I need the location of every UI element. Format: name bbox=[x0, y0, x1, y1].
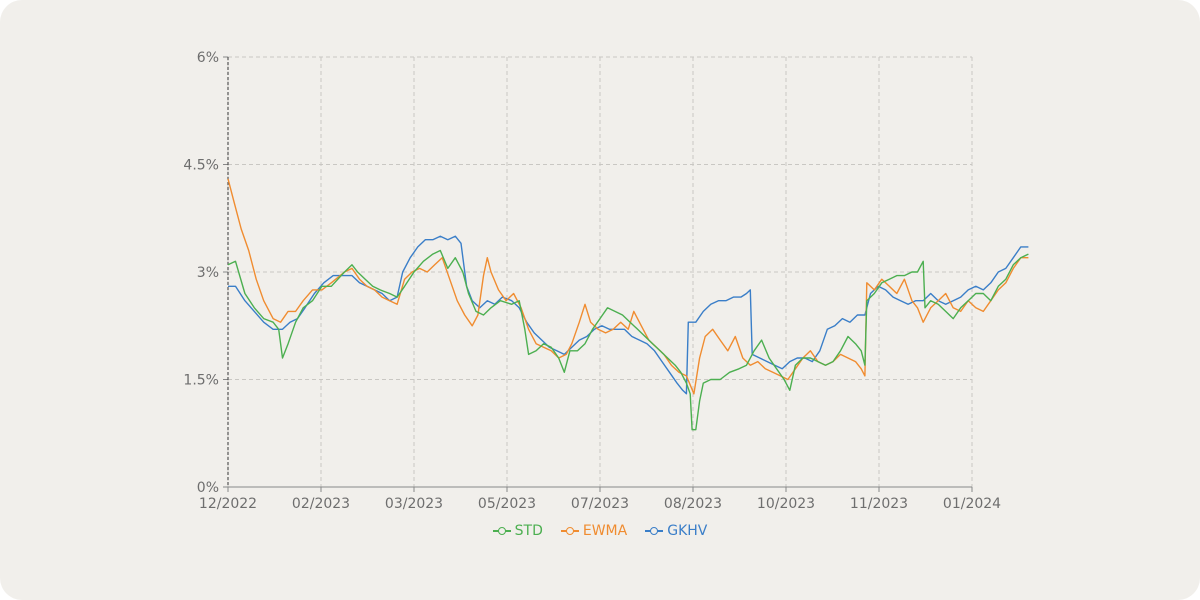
series-line-ewma bbox=[227, 178, 1029, 395]
y-tick-label: 6% bbox=[197, 50, 219, 66]
legend-marker-std bbox=[492, 526, 511, 536]
legend-label-ewma: EWMA bbox=[582, 523, 628, 539]
legend-item-std[interactable]: STD bbox=[492, 523, 543, 539]
grid bbox=[227, 56, 973, 488]
y-tick-label: 0% bbox=[197, 480, 219, 496]
x-tick-label: 05/2023 bbox=[478, 496, 536, 512]
series-lines bbox=[227, 178, 1029, 431]
x-tick-label: 07/2023 bbox=[571, 496, 629, 512]
y-tick-label: 4.5% bbox=[183, 158, 219, 174]
x-tick-label: 12/2022 bbox=[199, 496, 257, 512]
legend-marker-gkhv bbox=[645, 526, 664, 536]
y-tick-label: 1.5% bbox=[183, 373, 219, 389]
legend-item-gkhv[interactable]: GKHV bbox=[645, 523, 707, 539]
legend: STD EWMA GKHV bbox=[0, 523, 1200, 539]
x-tick-label: 10/2023 bbox=[757, 496, 815, 512]
x-tick-label: 08/2023 bbox=[664, 496, 722, 512]
y-tick-label: 3% bbox=[197, 265, 219, 281]
x-tick-label: 11/2023 bbox=[850, 496, 908, 512]
legend-label-gkhv: GKHV bbox=[667, 523, 708, 539]
series-line-gkhv bbox=[228, 235, 1029, 395]
legend-item-ewma[interactable]: EWMA bbox=[560, 523, 628, 539]
legend-label-std: STD bbox=[514, 523, 543, 539]
x-tick-label: 02/2023 bbox=[292, 496, 350, 512]
x-tick-label: 03/2023 bbox=[385, 496, 443, 512]
x-tick-label: 01/2024 bbox=[943, 496, 1001, 512]
axes: 0% 1.5% 3% 4.5% 6% 12/2022 02/2023 03/2023 05/20… bbox=[183, 50, 1001, 512]
series-line-std bbox=[227, 249, 1029, 431]
legend-marker-ewma bbox=[560, 526, 579, 536]
